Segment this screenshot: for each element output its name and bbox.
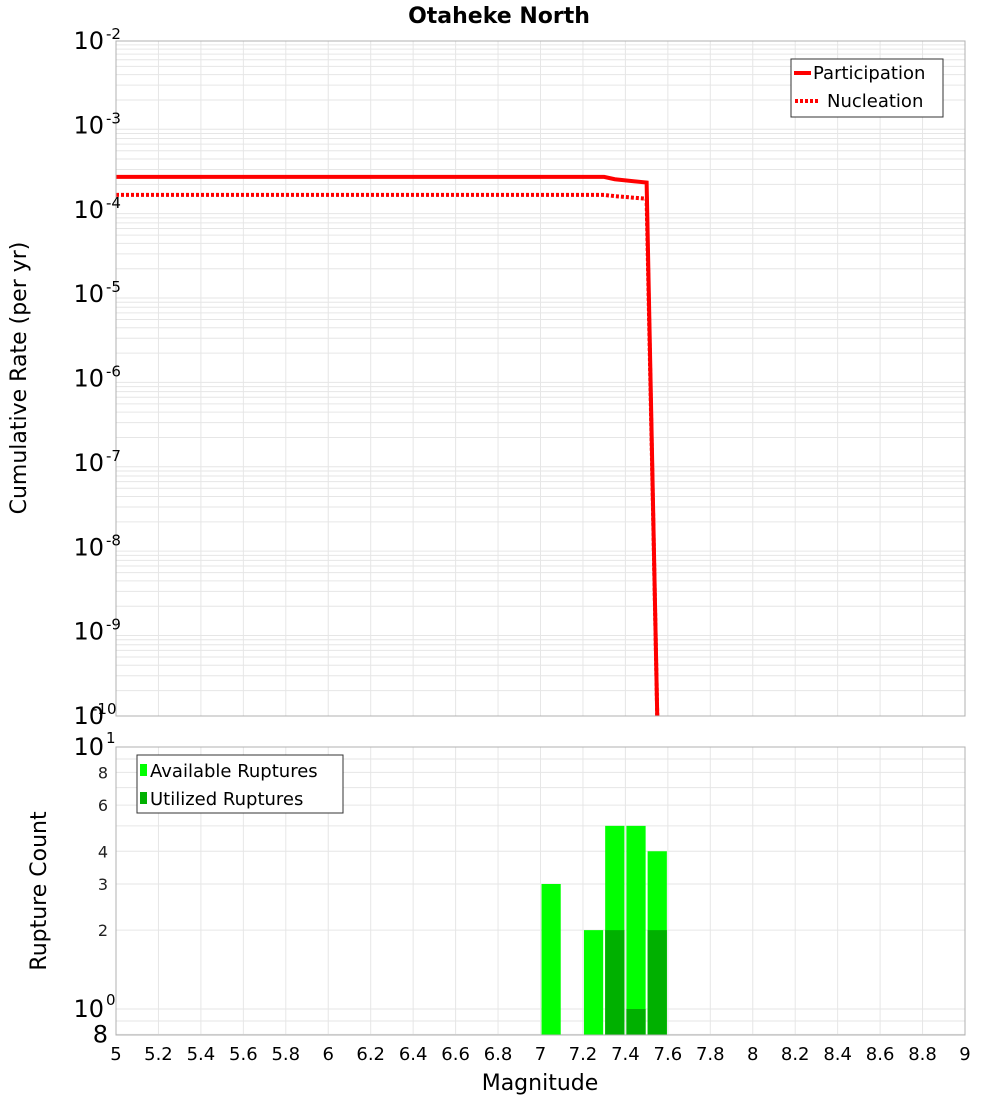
y-tick-label: 10 [73,280,104,308]
y-tick-exponent: -5 [106,278,121,296]
rate-curves [116,174,660,717]
x-tick-label: 6.2 [356,1044,385,1065]
x-tick-label: 8.2 [781,1044,810,1065]
y-tick-label: 10 [73,533,104,561]
x-tick-label: 8 [747,1044,758,1065]
x-tick-label: 6 [323,1044,334,1065]
x-tick-label: 7.6 [654,1044,683,1065]
utilized-swatch-icon [140,792,147,804]
y-tick-exponent: -2 [106,25,121,43]
cumulative-rate-panel: 10-210-310-410-510-610-710-810 -910-10 Cu… [7,25,966,730]
bottom-legend: Available Ruptures Utilized Ruptures [136,754,344,814]
top-plot-frame [115,40,966,717]
legend-utilized: Utilized Ruptures [150,789,303,810]
y-tick-label: 10 [73,449,104,477]
available-bar [541,883,561,1035]
y-tick-exponent: -6 [106,363,121,381]
y-tick-label: 10 [73,111,104,139]
utilized-bar [605,930,625,1035]
y-tick-label: 10 [73,618,104,646]
nucleation-line [116,192,660,717]
top-grid [115,41,966,716]
bottom-y-axis-label: Rupture Count [27,811,52,971]
utilized-bar [647,930,667,1035]
x-tick-label: 9 [959,1044,970,1065]
x-tick-label: 5.2 [144,1044,173,1065]
rupture-bars [541,825,667,1035]
x-tick-label: 5.8 [271,1044,300,1065]
top-legend: Participation Nucleation [790,58,944,118]
x-tick-label: 6.4 [399,1044,428,1065]
x-ticks: 5 5.2 5.4 5.6 5.8 6 6.2 6.4 6.6 6.8 7 7.2 7.4 7.6 7.8 8… [110,1044,970,1065]
y-tick-exponent: 1 [106,729,116,747]
y-tick-label: 4 [98,842,108,861]
legend-available: Available Ruptures [150,761,318,782]
y-tick-exponent: -3 [106,109,121,127]
y-tick-exponent: 0 [106,991,116,1009]
y-tick-exponent: -9 [106,616,121,634]
y-tick-label: 10 [73,733,104,761]
y-tick-label: 6 [98,796,108,815]
available-swatch-icon [140,764,147,776]
y-tick-exponent: -7 [106,447,121,465]
top-y-ticks: 10-210-310-410-510-610-710-810 -910-10 [73,25,121,730]
y-tick-exponent: -4 [106,194,121,212]
available-bar [583,930,604,1035]
chart-title: Otaheke North [408,4,590,29]
legend-nucleation: Nucleation [827,91,923,112]
x-tick-label: 8.4 [823,1044,852,1065]
x-tick-label: 5.6 [229,1044,258,1065]
x-tick-label: 5.4 [187,1044,216,1065]
y-tick-label: 10 [73,365,104,393]
y-tick-label: 2 [98,921,108,940]
x-tick-label: 6.8 [484,1044,513,1065]
top-y-axis-label: Cumulative Rate (per yr) [7,242,32,515]
x-tick-label: 8.6 [866,1044,895,1065]
x-tick-label: 7.2 [569,1044,598,1065]
x-tick-label: 8.8 [908,1044,937,1065]
x-tick-label: 7 [535,1044,546,1065]
y-tick-exponent: -10 [92,700,117,718]
y-tick-label: 10 [73,196,104,224]
bottom-plot-frame [115,746,966,1036]
y-tick-label: 3 [98,875,108,894]
y-tick-label: 10 [73,27,104,55]
top-legend-box [790,58,944,118]
x-axis-label: Magnitude [482,1071,599,1096]
x-tick-label: 7.4 [611,1044,640,1065]
y-tick-label: 8 [93,1020,108,1048]
x-tick-label: 6.6 [441,1044,470,1065]
y-tick-label: 10 [73,702,104,730]
utilized-bar [626,1009,646,1035]
x-tick-label: 7.8 [696,1044,725,1065]
x-tick-label: 5 [110,1044,121,1065]
y-tick-label: 8 [98,763,108,782]
bottom-legend-box [136,754,344,814]
available-bar [626,825,646,1035]
y-tick-label: 10 [73,995,104,1023]
y-tick-exponent: -8 [106,531,121,549]
legend-participation: Participation [813,63,925,84]
